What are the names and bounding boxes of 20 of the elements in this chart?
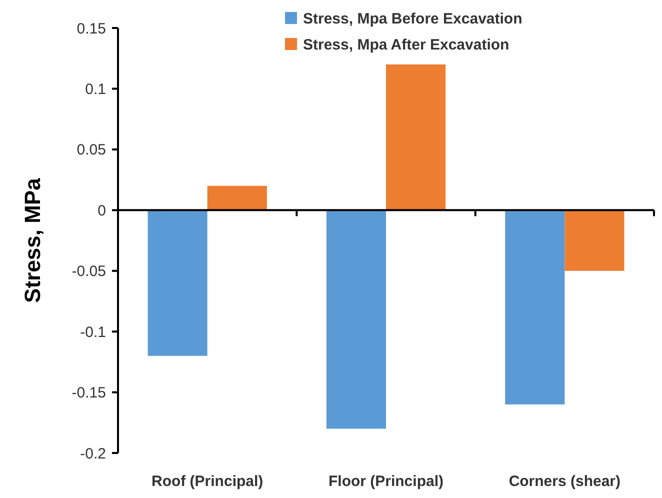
bar bbox=[386, 64, 446, 210]
legend-label: Stress, Mpa After Excavation bbox=[303, 36, 510, 54]
x-tick-label: Corners (shear) bbox=[508, 473, 621, 490]
bar bbox=[505, 210, 565, 404]
x-tick-label: Roof (Principal) bbox=[151, 473, 264, 490]
y-tick-label: -0.2 bbox=[80, 445, 106, 462]
y-tick-label: -0.05 bbox=[72, 263, 106, 280]
y-tick-label: -0.1 bbox=[80, 324, 106, 341]
y-tick-label: -0.15 bbox=[72, 384, 106, 402]
y-axis-title: Stress, MPa bbox=[20, 177, 45, 303]
bar bbox=[564, 210, 624, 271]
y-tick-label: 0 bbox=[98, 202, 106, 220]
bar bbox=[148, 210, 208, 356]
bar bbox=[326, 210, 386, 429]
y-tick-label: 0.1 bbox=[85, 80, 106, 98]
bar bbox=[207, 186, 267, 210]
x-tick-label: Floor (Principal) bbox=[328, 473, 444, 490]
legend-label: Stress, Mpa Before Excavation bbox=[303, 10, 522, 28]
y-tick-label: 0.05 bbox=[76, 142, 106, 159]
y-tick-label: 0.15 bbox=[76, 20, 106, 38]
